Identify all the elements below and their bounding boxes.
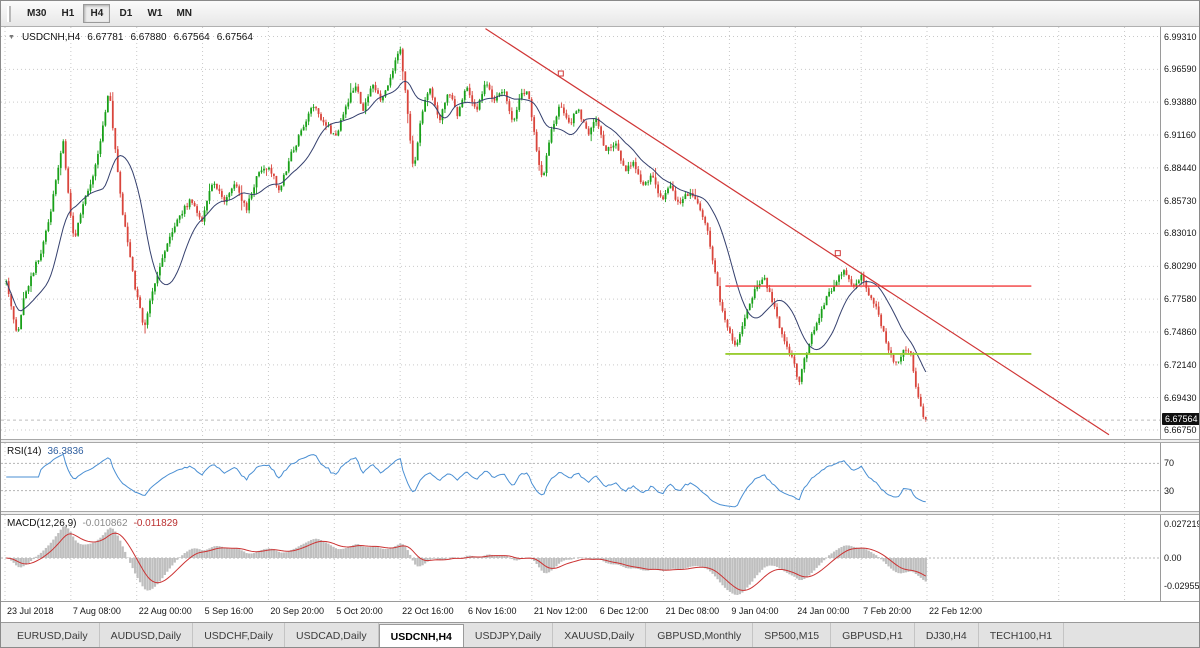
- price-axis-label: 6.85730: [1164, 195, 1197, 206]
- macd-panel: MACD(12,26,9) -0.010862 -0.011829 0.0272…: [1, 515, 1200, 601]
- time-axis-label: 24 Jan 00:00: [797, 606, 850, 616]
- descending-trendline[interactable]: [485, 28, 1110, 436]
- time-axis-label: 9 Jan 04:00: [731, 606, 779, 616]
- chart-symbol-label: USDCNH,H4: [21, 32, 81, 43]
- price-close: 6.67564: [216, 32, 253, 43]
- time-axis-label: 5 Sep 16:00: [204, 606, 254, 616]
- time-axis-label: 6 Dec 12:00: [599, 606, 649, 616]
- chart-tabs-bar: EURUSD,Daily AUDUSD,Daily USDCHF,Daily USDC…: [1, 622, 1199, 647]
- main-chart-panel: ▼ USDCNH,H4 6.67781 6.67880 6.67564 6.67…: [1, 27, 1199, 439]
- price-axis-label: 6.91160: [1164, 130, 1196, 140]
- rsi-axis: 70 30: [1160, 443, 1199, 511]
- timeframe-button-mn[interactable]: MN: [176, 8, 193, 19]
- time-axis-label: 21 Dec 08:00: [665, 606, 720, 616]
- timeframe-button-w1[interactable]: W1: [147, 8, 163, 19]
- time-axis-label: 22 Oct 16:00: [402, 606, 454, 616]
- tab-tech100-h1[interactable]: TECH100,H1: [978, 623, 1065, 647]
- grid-layer: [1, 27, 1160, 439]
- tab-usdcad-daily[interactable]: USDCAD,Daily: [285, 623, 379, 647]
- rsi-name: RSI(14): [7, 446, 42, 457]
- macd-canvas[interactable]: [1, 515, 1160, 601]
- rsi-level-label: 70: [1164, 458, 1175, 469]
- rsi-panel: RSI(14) 36.3836 70 30: [1, 443, 1199, 511]
- price-axis: 6.99310 6.96590 6.93880 6.91160 6.88440 6.857…: [1160, 27, 1199, 439]
- tab-xauusd-daily[interactable]: XAUUSD,Daily: [553, 623, 647, 647]
- price-axis-label: 6.93880: [1164, 97, 1197, 108]
- timeframe-toolbar: M30 H1 H4 D1 W1 MN: [1, 1, 1199, 27]
- tab-usdjpy-daily[interactable]: USDJPY,Daily: [463, 623, 554, 647]
- trendline-anchor-marker[interactable]: [834, 250, 841, 257]
- timeframe-button-h4[interactable]: H4: [83, 4, 111, 23]
- macd-main-value: -0.010862: [82, 518, 128, 529]
- price-low: 6.67564: [173, 32, 210, 43]
- time-axis: 23 Jul 2018 7 Aug 08:00 22 Aug 00:00 5 Sep …: [1, 601, 1199, 622]
- macd-signal-line: [6, 532, 927, 591]
- price-open: 6.67781: [87, 32, 124, 43]
- macd-name: MACD(12,26,9): [7, 518, 77, 529]
- rsi-line: [6, 453, 926, 508]
- price-axis-label: 6.88440: [1164, 162, 1197, 173]
- candles-layer: [5, 46, 927, 422]
- macd-signal-value: -0.011829: [133, 518, 178, 529]
- panel-resize-handle[interactable]: [1, 511, 1199, 515]
- price-axis-label: 6.66750: [1164, 424, 1197, 435]
- tab-dj30-h4[interactable]: DJ30,H4: [914, 623, 979, 647]
- time-axis-label: 21 Nov 12:00: [533, 606, 588, 616]
- price-axis-label: 6.99310: [1164, 31, 1197, 42]
- price-axis-label: 6.77580: [1164, 294, 1197, 305]
- time-axis-label: 7 Feb 20:00: [863, 606, 912, 616]
- macd-axis: 0.0272190 0.00 -0.0295580: [1160, 515, 1200, 601]
- tab-gbpusd-h1[interactable]: GBPUSD,H1: [831, 623, 915, 647]
- macd-label: MACD(12,26,9) -0.010862 -0.011829: [7, 518, 178, 529]
- time-axis-label: 22 Feb 12:00: [929, 606, 983, 616]
- panel-resize-handle[interactable]: [1, 439, 1199, 443]
- price-axis-label: 6.96590: [1164, 64, 1197, 75]
- time-axis-label: 7 Aug 08:00: [72, 606, 121, 616]
- rsi-value: 36.3836: [47, 446, 84, 457]
- timeframe-button-h1[interactable]: H1: [61, 8, 75, 19]
- time-axis-label: 20 Sep 20:00: [270, 606, 324, 616]
- macd-axis-label: 0.0272190: [1164, 519, 1199, 529]
- price-high: 6.67880: [130, 32, 167, 43]
- time-axis-label: 6 Nov 16:00: [468, 606, 517, 616]
- price-axis-label: 6.72140: [1164, 359, 1197, 370]
- macd-axis-label: -0.0295580: [1164, 581, 1200, 591]
- time-axis-label: 23 Jul 2018: [7, 606, 54, 616]
- price-axis-label: 6.74860: [1164, 326, 1197, 337]
- price-axis-label: 6.83010: [1164, 228, 1197, 239]
- rsi-canvas[interactable]: [1, 443, 1160, 511]
- main-chart-canvas[interactable]: [1, 27, 1160, 439]
- moving-average-line[interactable]: [5, 80, 927, 373]
- chart-title: ▼ USDCNH,H4 6.67781 6.67880 6.67564 6.67…: [8, 32, 253, 43]
- toolbar-grip-handle[interactable]: [7, 5, 11, 22]
- macd-axis-label: 0.00: [1164, 553, 1182, 563]
- price-axis-label: 6.80290: [1164, 261, 1197, 272]
- chart-dropdown-icon[interactable]: ▼: [8, 34, 15, 41]
- rsi-level-label: 30: [1164, 485, 1175, 496]
- trendline-anchor-marker[interactable]: [557, 70, 564, 77]
- current-price-badge: 6.67564: [1162, 413, 1199, 426]
- macd-histogram: [7, 526, 927, 595]
- tab-gbpusd-monthly[interactable]: GBPUSD,Monthly: [646, 623, 754, 647]
- tab-usdchf-daily[interactable]: USDCHF,Daily: [193, 623, 286, 647]
- tab-eurusd-daily[interactable]: EURUSD,Daily: [6, 623, 100, 647]
- time-axis-label: 5 Oct 20:00: [336, 606, 383, 616]
- tab-sp500-m15[interactable]: SP500,M15: [753, 623, 832, 647]
- price-axis-label: 6.69430: [1164, 392, 1197, 403]
- timeframe-button-m30[interactable]: M30: [27, 8, 47, 19]
- tab-usdcnh-h4[interactable]: USDCNH,H4: [378, 624, 464, 647]
- time-axis-label: 22 Aug 00:00: [138, 606, 192, 616]
- timeframe-button-d1[interactable]: D1: [119, 8, 133, 19]
- tab-audusd-daily[interactable]: AUDUSD,Daily: [99, 623, 194, 647]
- rsi-label: RSI(14) 36.3836: [7, 446, 84, 457]
